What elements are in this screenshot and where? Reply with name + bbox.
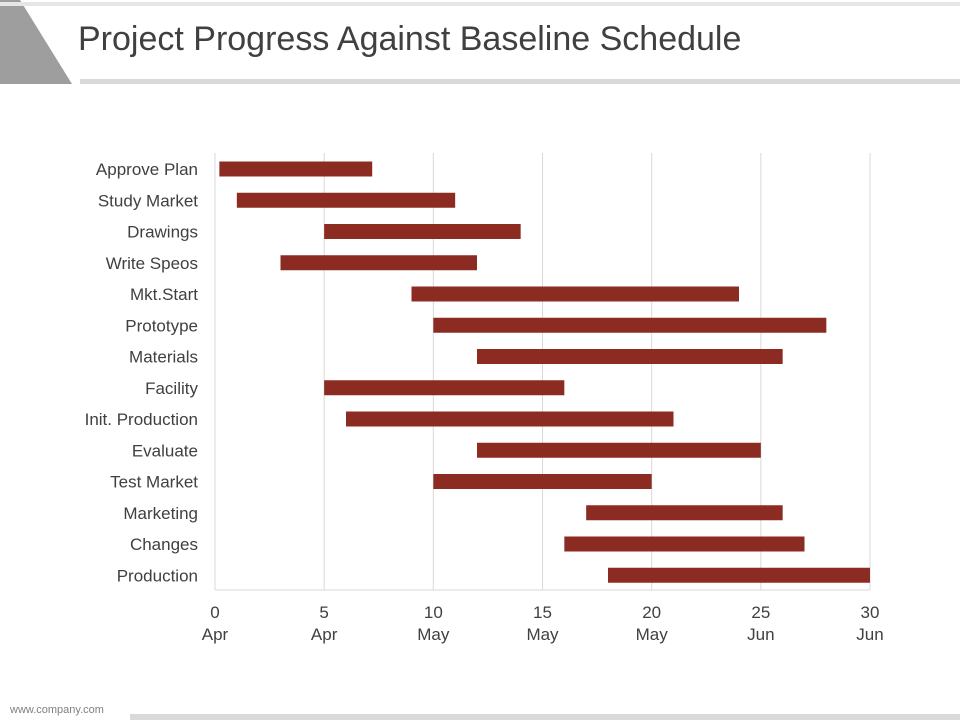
x-tick-value: 15 [533,603,552,622]
task-label: Approve Plan [96,160,198,179]
task-bar [608,567,870,583]
task-label: Init. Production [85,410,198,429]
task-bar [411,286,739,302]
task-bar [433,317,827,333]
x-tick-month: Apr [202,625,229,644]
page-title: Project Progress Against Baseline Schedu… [78,20,742,58]
top-rule [0,2,960,6]
x-tick-month: May [526,625,559,644]
x-tick-month: Apr [311,625,338,644]
task-label: Study Market [98,191,198,210]
task-bar [477,442,761,458]
x-tick-label: 20 May [636,603,669,644]
task-label: Mkt.Start [130,285,198,304]
task-bar [564,536,805,552]
x-tick-value: 5 [319,603,328,622]
x-tick-value: 30 [861,603,880,622]
task-bar [586,505,783,521]
task-bar [280,255,477,271]
title-underline [80,79,960,84]
task-label: Test Market [110,473,198,492]
x-tick-value: 25 [751,603,770,622]
x-tick-month: Jun [856,625,883,644]
x-tick-label: 0 Apr [202,603,229,644]
footer-url: www.company.com [10,704,104,716]
task-bar [236,192,456,208]
x-tick-label: 25 Jun [747,603,774,644]
x-tick-label: 30 Jun [856,603,883,644]
x-tick-month: May [417,625,450,644]
task-bar [433,474,652,489]
task-label: Facility [145,379,198,398]
x-tick-month: Jun [747,625,774,644]
task-label: Materials [129,348,198,367]
task-label: Prototype [125,316,198,335]
x-tick-value: 20 [642,603,661,622]
task-label: Changes [130,535,198,554]
task-label: Evaluate [132,441,198,460]
x-tick-label: 15 May [526,603,559,644]
x-tick-month: May [636,625,669,644]
gantt-chart: 0 Apr 5 Apr 10 May 15 May 20 May 25 Jun 30 Jun Approve… [85,153,884,644]
task-label: Production [117,566,198,585]
footer-rule [130,714,960,720]
task-bar [324,380,565,396]
task-label: Marketing [123,504,198,523]
task-label: Drawings [127,223,198,242]
task-bar [219,161,373,177]
x-tick-value: 10 [424,603,443,622]
task-bar [346,411,674,427]
x-tick-label: 10 May [417,603,450,644]
corner-decoration [0,0,72,84]
task-label: Write Speos [106,254,198,273]
x-tick-value: 0 [210,603,219,622]
x-tick-label: 5 Apr [311,603,338,644]
task-bar [324,224,521,239]
task-bar [477,349,783,364]
